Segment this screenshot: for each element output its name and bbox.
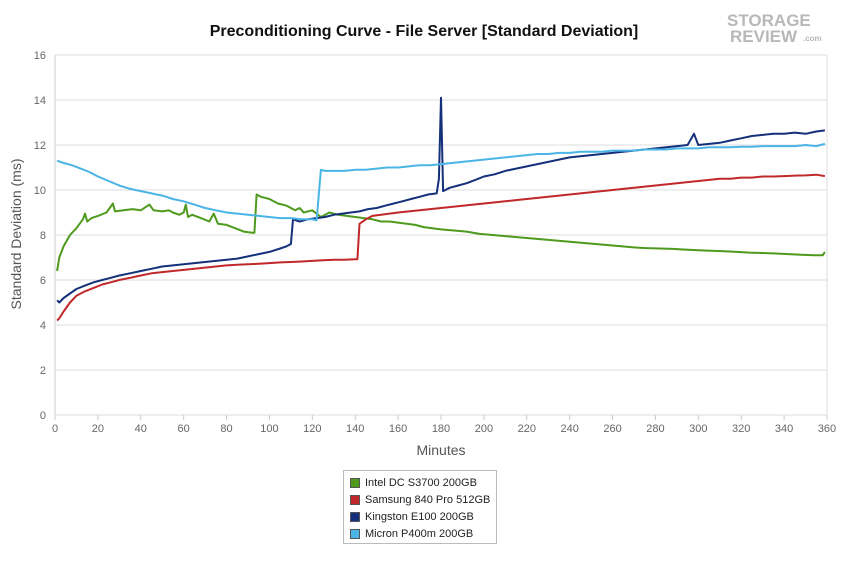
legend-item[interactable]: Kingston E100 200GB bbox=[350, 508, 490, 525]
x-axis-label: Minutes bbox=[416, 442, 465, 458]
x-tick-label: 360 bbox=[818, 423, 836, 435]
y-tick-label: 4 bbox=[40, 320, 46, 332]
x-tick-label: 240 bbox=[560, 423, 578, 435]
y-tick-label: 12 bbox=[34, 140, 46, 152]
x-tick-label: 220 bbox=[518, 423, 536, 435]
x-tick-label: 320 bbox=[732, 423, 750, 435]
x-tick-labels: 0 20 40 60 80 100 120 140 160 180 200 220 240 260 280 3… bbox=[52, 423, 836, 435]
x-tick-label: 0 bbox=[52, 423, 58, 435]
y-tick-label: 2 bbox=[40, 365, 46, 377]
legend-item[interactable]: Samsung 840 Pro 512GB bbox=[350, 491, 490, 508]
logo-suffix: .com bbox=[803, 34, 822, 43]
x-tick-label: 100 bbox=[260, 423, 278, 435]
x-tick-label: 160 bbox=[389, 423, 407, 435]
x-tick-label: 80 bbox=[220, 423, 232, 435]
x-tick-label: 120 bbox=[303, 423, 321, 435]
legend-swatch bbox=[350, 477, 360, 488]
y-tick-label: 8 bbox=[40, 230, 46, 242]
series-line-2 bbox=[56, 96, 826, 304]
legend-swatch bbox=[350, 494, 360, 505]
legend: Intel DC S3700 200GB Samsung 840 Pro 512G… bbox=[343, 470, 497, 544]
legend-label: Micron P400m 200GB bbox=[365, 527, 474, 540]
y-axis-label: Standard Deviation (ms) bbox=[8, 159, 24, 310]
y-tick-label: 10 bbox=[34, 185, 46, 197]
legend-swatch bbox=[350, 511, 360, 522]
x-tick-label: 140 bbox=[346, 423, 364, 435]
x-tick-label: 260 bbox=[603, 423, 621, 435]
x-tick-label: 40 bbox=[135, 423, 147, 435]
y-tick-label: 0 bbox=[40, 410, 46, 422]
legend-item[interactable]: Micron P400m 200GB bbox=[350, 525, 490, 542]
x-tick-label: 60 bbox=[178, 423, 190, 435]
y-tick-label: 6 bbox=[40, 275, 46, 287]
logo-line1: STORAGE bbox=[727, 11, 811, 30]
x-tick-label: 280 bbox=[646, 423, 664, 435]
series-line-1 bbox=[56, 173, 826, 322]
legend-swatch bbox=[350, 528, 360, 539]
series-line-3 bbox=[56, 142, 826, 222]
logo: STORAGE REVIEW .com bbox=[727, 11, 822, 46]
legend-item[interactable]: Intel DC S3700 200GB bbox=[350, 474, 490, 491]
x-tick-label: 20 bbox=[92, 423, 104, 435]
y-tick-label: 14 bbox=[34, 95, 46, 107]
logo-line2: REVIEW bbox=[730, 27, 798, 46]
y-tick-labels: 0 2 4 6 8 10 12 14 16 bbox=[34, 50, 46, 422]
x-tick-label: 340 bbox=[775, 423, 793, 435]
x-tick-label: 180 bbox=[432, 423, 450, 435]
legend-label: Kingston E100 200GB bbox=[365, 510, 474, 523]
chart-title: Preconditioning Curve - File Server [Sta… bbox=[210, 23, 639, 40]
series-lines bbox=[56, 96, 826, 322]
legend-label: Intel DC S3700 200GB bbox=[365, 476, 477, 489]
x-tick-label: 300 bbox=[689, 423, 707, 435]
series-line-0 bbox=[56, 193, 826, 272]
y-tick-label: 16 bbox=[34, 50, 46, 62]
legend-label: Samsung 840 Pro 512GB bbox=[365, 493, 491, 506]
x-tick-label: 200 bbox=[475, 423, 493, 435]
